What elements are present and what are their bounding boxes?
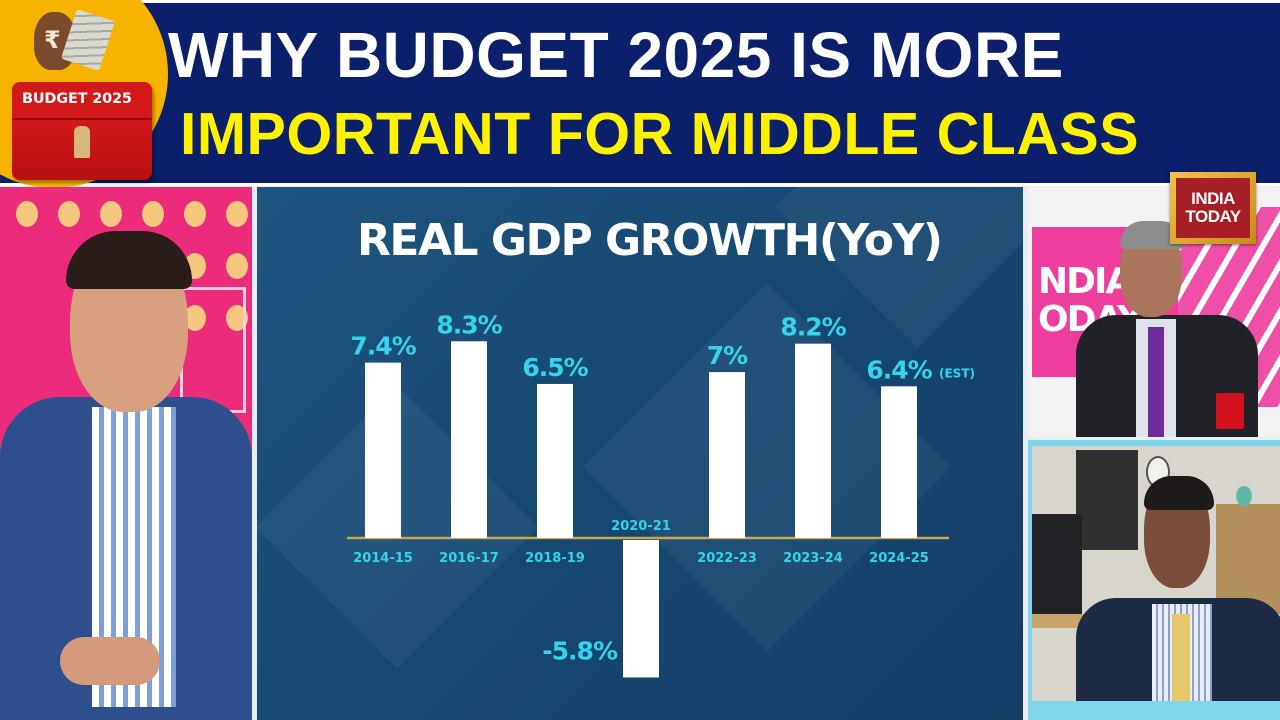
backdrop-dot: [100, 201, 122, 227]
guest-tie: [1172, 614, 1190, 701]
category-label: 2024-25: [869, 551, 929, 566]
header-banner: BUDGET 2025 WHY BUDGET 2025 IS MORE IMPO…: [0, 0, 1280, 188]
backdrop-dot: [226, 253, 248, 279]
backdrop-dot: [184, 201, 206, 227]
office-background: [1032, 446, 1280, 701]
guest-video: [1028, 440, 1280, 720]
header-band: [0, 3, 1280, 183]
gdp-bar-chart: 2014-15 7.4% 2016-17 8.3% 2018-19 6.5% 2020-21…: [347, 310, 975, 678]
chart-title: REAL GDP GROWTH(YoY): [357, 215, 943, 266]
value-label: 7.4%: [350, 332, 416, 361]
bar-2020-21: [623, 540, 659, 678]
value-label: 6.4%: [866, 355, 932, 384]
bar-2014-15: [365, 362, 401, 538]
bar-2022-23: [709, 372, 745, 538]
value-label: -5.8%: [542, 636, 618, 665]
monitor: [1032, 514, 1082, 624]
backdrop-frame: [180, 287, 246, 413]
logo-line-1: INDIA: [1191, 189, 1235, 208]
anchor-hair: [66, 231, 192, 289]
left-anchor-video: [0, 187, 252, 720]
bookcase: [1216, 504, 1280, 614]
headline-line-2: IMPORTANT FOR MIDDLE CLASS: [180, 101, 1140, 167]
category-label: 2016-17: [439, 551, 499, 566]
india-today-logo: INDIA TODAY: [1170, 172, 1256, 244]
right-anchor-video: NDIA ODAY: [1028, 187, 1280, 437]
gdp-chart-panel: REAL GDP GROWTH(YoY) 2014-15 7.4% 2016-17 8…: [257, 187, 1023, 720]
briefcase-flap: BUDGET 2025: [12, 82, 152, 120]
category-label: 2014-15: [353, 551, 413, 566]
bar-2018-19: [537, 383, 573, 538]
backdrop-dot: [226, 201, 248, 227]
logo-line-2: TODAY: [1185, 207, 1241, 226]
budget-briefcase-icon: BUDGET 2025: [12, 82, 152, 180]
coffee-mug: [1216, 393, 1244, 429]
bar-2023-24: [795, 343, 831, 538]
backdrop-text-line: NDIA: [1038, 261, 1133, 302]
blackboard: [1076, 450, 1138, 550]
value-label: 7%: [707, 341, 748, 370]
backdrop-dot: [142, 201, 164, 227]
backdrop-dot: [184, 305, 206, 331]
value-label: 8.3%: [436, 310, 502, 339]
anchor-hand: [60, 637, 160, 685]
globe: [1236, 486, 1252, 506]
national-emblem-icon: [74, 126, 90, 158]
bar-2016-17: [451, 341, 487, 538]
backdrop-dot: [226, 305, 248, 331]
value-label: 8.2%: [780, 313, 846, 342]
category-label: 2018-19: [525, 551, 585, 566]
category-label: 2022-23: [697, 551, 757, 566]
annotation-label: (EST): [939, 366, 975, 380]
backdrop-dot: [16, 201, 38, 227]
logo-fill: INDIA TODAY: [1176, 178, 1250, 238]
bar-2024-25: [881, 386, 917, 538]
backdrop-dot: [58, 201, 80, 227]
value-label: 6.5%: [522, 353, 588, 382]
budget-badge-label: BUDGET 2025: [22, 91, 132, 107]
category-label: 2020-21: [611, 519, 671, 534]
headline-line-1: WHY BUDGET 2025 IS MORE: [168, 19, 1064, 91]
category-label: 2023-24: [783, 551, 843, 566]
anchor-tie: [1148, 327, 1164, 437]
guest-hair: [1144, 476, 1214, 510]
